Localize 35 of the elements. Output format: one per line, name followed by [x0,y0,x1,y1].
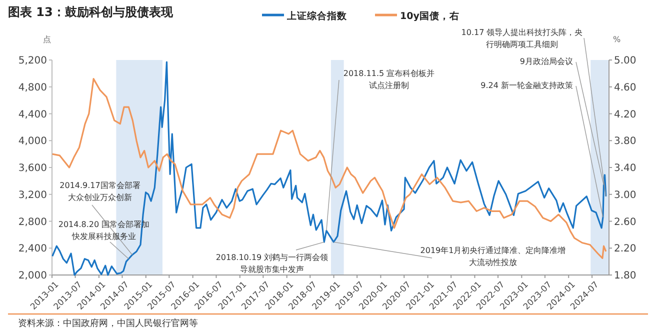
y-tick-label: 5,200 [18,56,47,66]
y2-tick-label: 5.00 [614,56,636,66]
annotation: 9月政治局会议 [520,57,573,66]
annotation: 2018.10.19 刘鹤与一行两会领导就股市集中发声 [216,242,328,274]
y-tick-label: 2,400 [18,244,47,255]
annotation: 9.24 新一轮金融支持政策 [480,81,604,218]
y2-axis-title: % [613,35,621,44]
y2-tick-label: 1.80 [614,270,636,282]
y2-tick-label: 2.20 [614,244,636,255]
y-tick-label: 2,000 [18,270,47,282]
legend-label: 10y国债，右 [400,10,460,22]
y-tick-label: 2,800 [18,216,47,228]
annotation: 2018.11.5 宣布科创板并试点注册制 [343,69,435,90]
y2-tick-label: 3.00 [614,190,636,201]
y2-tick-label: 3.40 [614,163,636,174]
y-tick-label: 4,800 [18,82,47,94]
y-tick-label: 4,000 [18,136,47,148]
legend-label: 上证综合指数 [286,10,348,22]
annotation: 9.24 新一轮金融支持政策 [480,81,573,90]
annotation: 2019年1月初央行通过降准、定向降准增大流动性投放 [333,242,566,267]
y2-tick-label: 2.60 [614,216,636,228]
annotation: 2014.9.17国常会部署大众创业万众创新 [60,181,140,202]
annotation: 2018.10.19 刘鹤与一行两会领导就股市集中发声 [216,253,328,274]
annotation: 2018.11.5 宣布科创板并试点注册制 [326,69,435,231]
title: 图表 13：鼓励科创与股债表现 [8,5,173,19]
y2-tick-label: 4.20 [614,109,636,120]
annotation: 2019年1月初央行通过降准、定向降准增大流动性投放 [420,246,566,267]
text: 资料来源：中国政府网，中国人民银行官网等 [18,318,198,329]
y-tick-label: 3,200 [18,190,47,201]
y-tick-label: 3,600 [18,163,47,174]
y2-tick-label: 3.80 [614,136,636,148]
y2-tick-label: 4.60 [614,82,636,94]
y-axis-title: 点 [43,35,51,44]
y-tick-label: 4,400 [18,109,47,120]
annotation: 10.17 领导人提出科技打头阵，央行明确两项工具细则 [461,28,583,49]
